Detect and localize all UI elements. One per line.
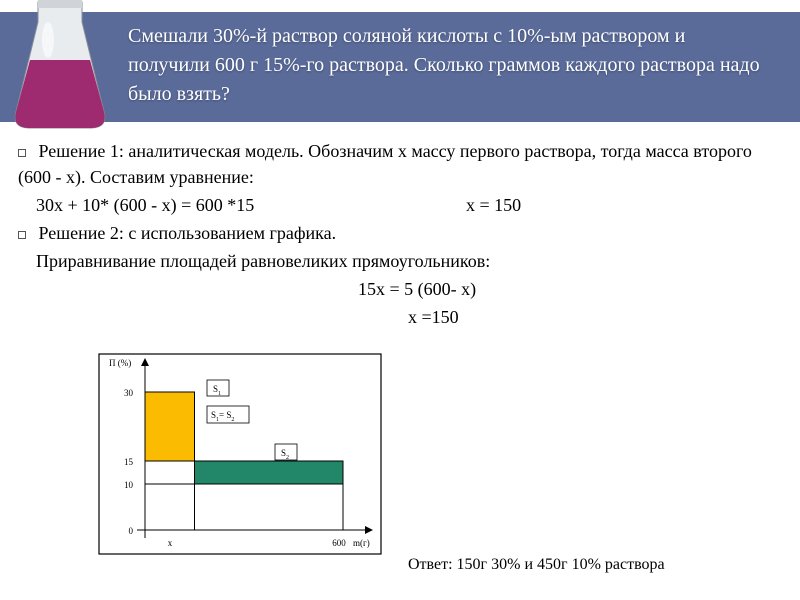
svg-text:15: 15: [124, 457, 134, 467]
flask-image: [0, 0, 120, 130]
bullet-icon: [18, 231, 26, 239]
svg-text:m(г): m(г): [353, 538, 370, 548]
header-banner: Смешали 30%-й раствор соляной кислоты с …: [0, 12, 800, 122]
area-chart: П (%) m(г) 0 10 15 30 х 600 S1 S1= S2 S2: [95, 350, 385, 560]
svg-text:10: 10: [124, 480, 134, 490]
problem-title: Смешали 30%-й раствор соляной кислоты с …: [128, 22, 768, 109]
rect-s2: [195, 461, 344, 484]
answer-text: Ответ: 150г 30% и 450г 10% раствора: [408, 556, 665, 574]
area-equation-2: х =150: [408, 304, 459, 330]
solution2-subtitle: Приравнивание площадей равновеликих прям…: [36, 251, 490, 271]
solution1-result: х = 150: [466, 192, 521, 218]
svg-text:П (%): П (%): [109, 358, 131, 368]
rect-s1: [145, 392, 195, 461]
body-content: Решение 1: аналитическая модель. Обознач…: [18, 138, 788, 332]
chart-frame: [99, 354, 381, 554]
svg-text:х: х: [168, 538, 173, 548]
svg-text:600: 600: [332, 538, 346, 548]
svg-text:30: 30: [124, 388, 134, 398]
solution1-label: Решение 1: аналитическая модель. Обознач…: [18, 141, 752, 187]
legend: S1 S1= S2 S2: [207, 380, 297, 461]
solution2-label: Решение 2: с использованием графика.: [39, 223, 337, 243]
area-equation-1: 15х = 5 (600- х): [358, 276, 476, 302]
bullet-icon: [18, 149, 26, 157]
solution1-equation: 30х + 10* (600 - х) = 600 *15: [36, 192, 466, 218]
svg-text:0: 0: [129, 526, 134, 536]
